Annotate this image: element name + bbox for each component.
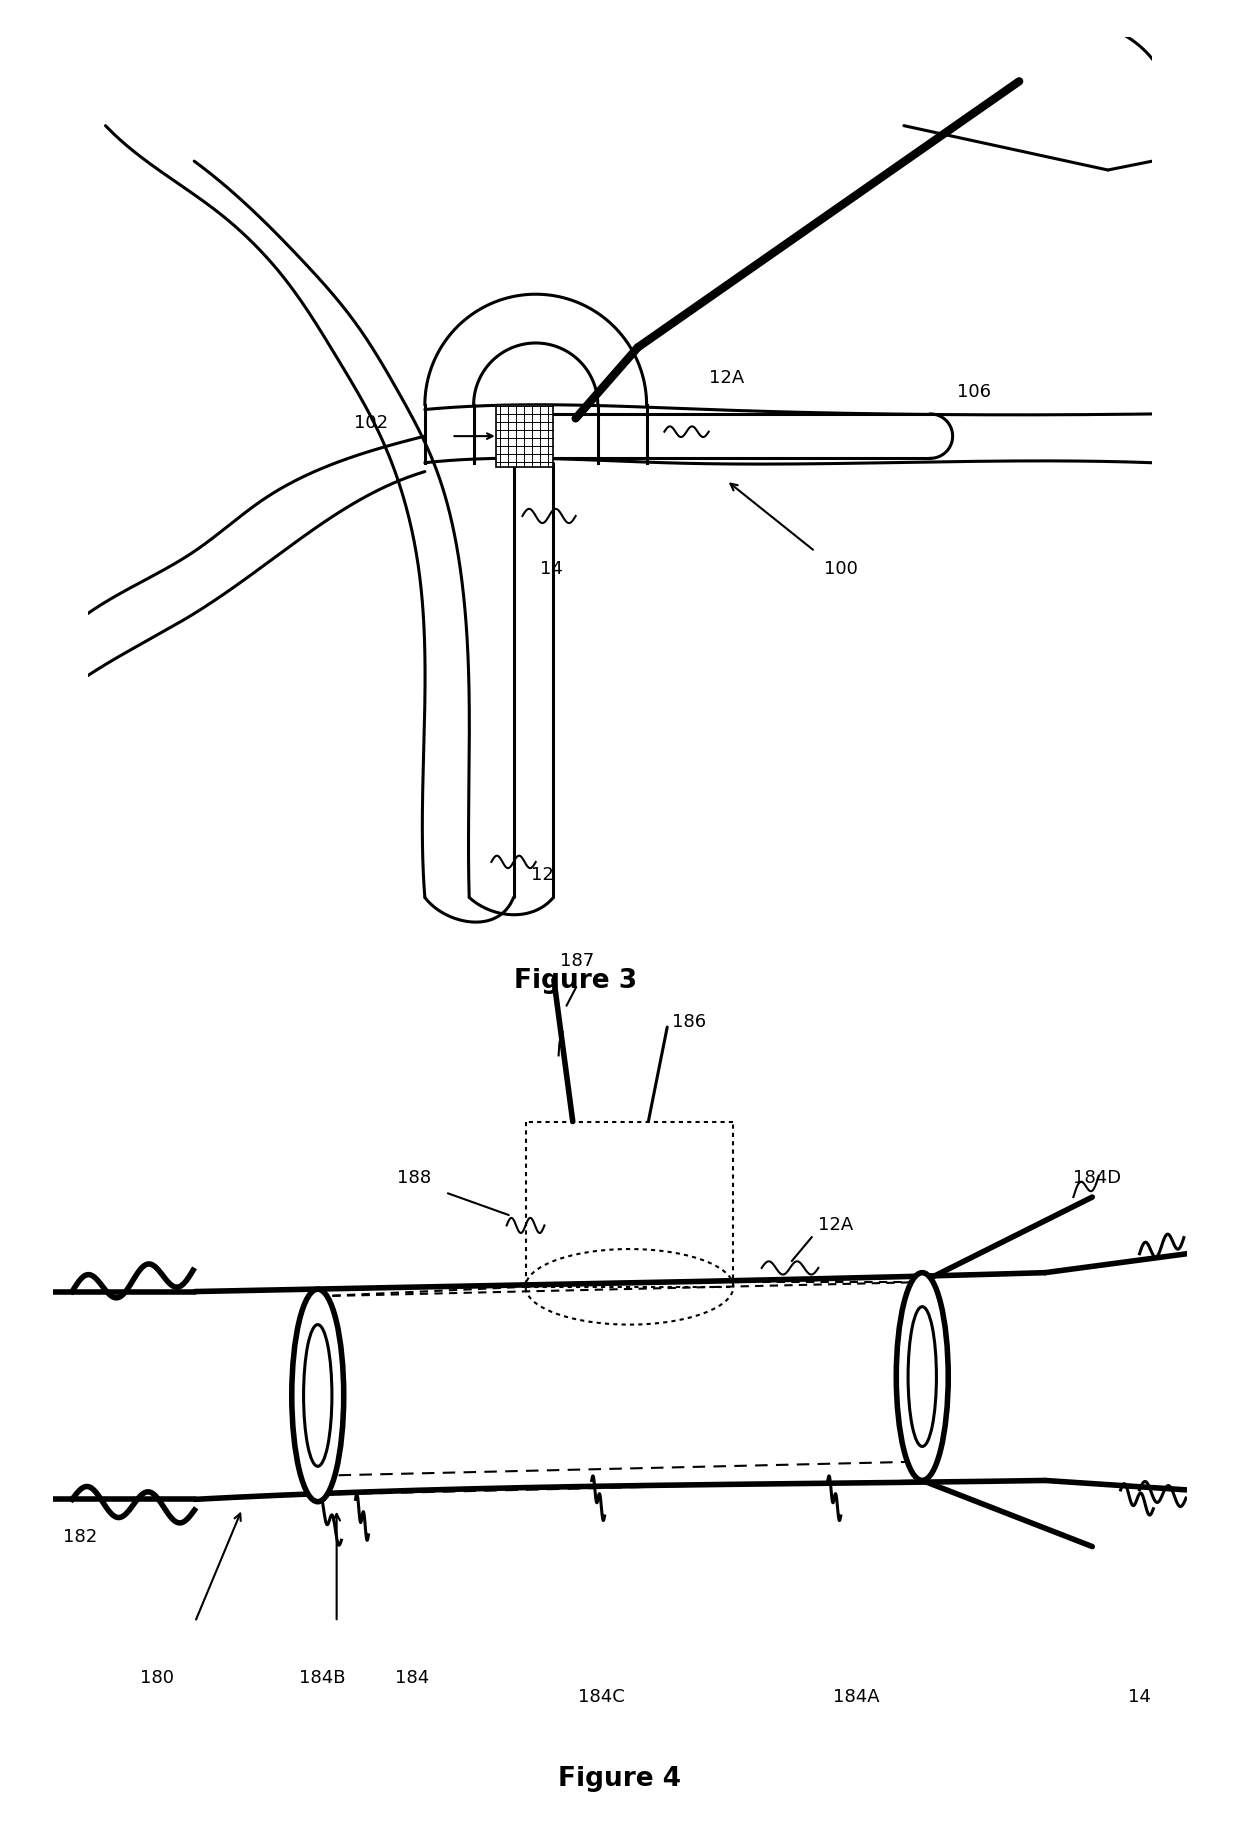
- Text: 12A: 12A: [818, 1216, 853, 1234]
- Text: 184D: 184D: [1074, 1170, 1121, 1186]
- Text: 188: 188: [397, 1170, 432, 1186]
- Text: 184: 184: [396, 1669, 429, 1687]
- Text: 106: 106: [957, 383, 991, 401]
- Text: 184A: 184A: [833, 1689, 879, 1706]
- Ellipse shape: [291, 1290, 343, 1502]
- Text: 12: 12: [531, 867, 554, 883]
- Text: 14: 14: [1128, 1689, 1151, 1706]
- Bar: [496, 405, 553, 468]
- Ellipse shape: [908, 1307, 936, 1447]
- Text: 186: 186: [672, 1013, 706, 1031]
- Text: 180: 180: [140, 1669, 174, 1687]
- Text: Figure 4: Figure 4: [558, 1767, 682, 1793]
- Ellipse shape: [897, 1273, 949, 1480]
- Text: 184B: 184B: [299, 1669, 346, 1687]
- Text: 102: 102: [353, 414, 388, 432]
- Text: 100: 100: [825, 560, 858, 578]
- Text: 14: 14: [541, 560, 563, 578]
- Text: Figure 3: Figure 3: [515, 968, 637, 994]
- Ellipse shape: [304, 1325, 332, 1465]
- Text: 187: 187: [560, 952, 595, 970]
- Text: 184C: 184C: [578, 1689, 625, 1706]
- Text: 182: 182: [63, 1528, 97, 1547]
- Text: 12A: 12A: [709, 370, 744, 388]
